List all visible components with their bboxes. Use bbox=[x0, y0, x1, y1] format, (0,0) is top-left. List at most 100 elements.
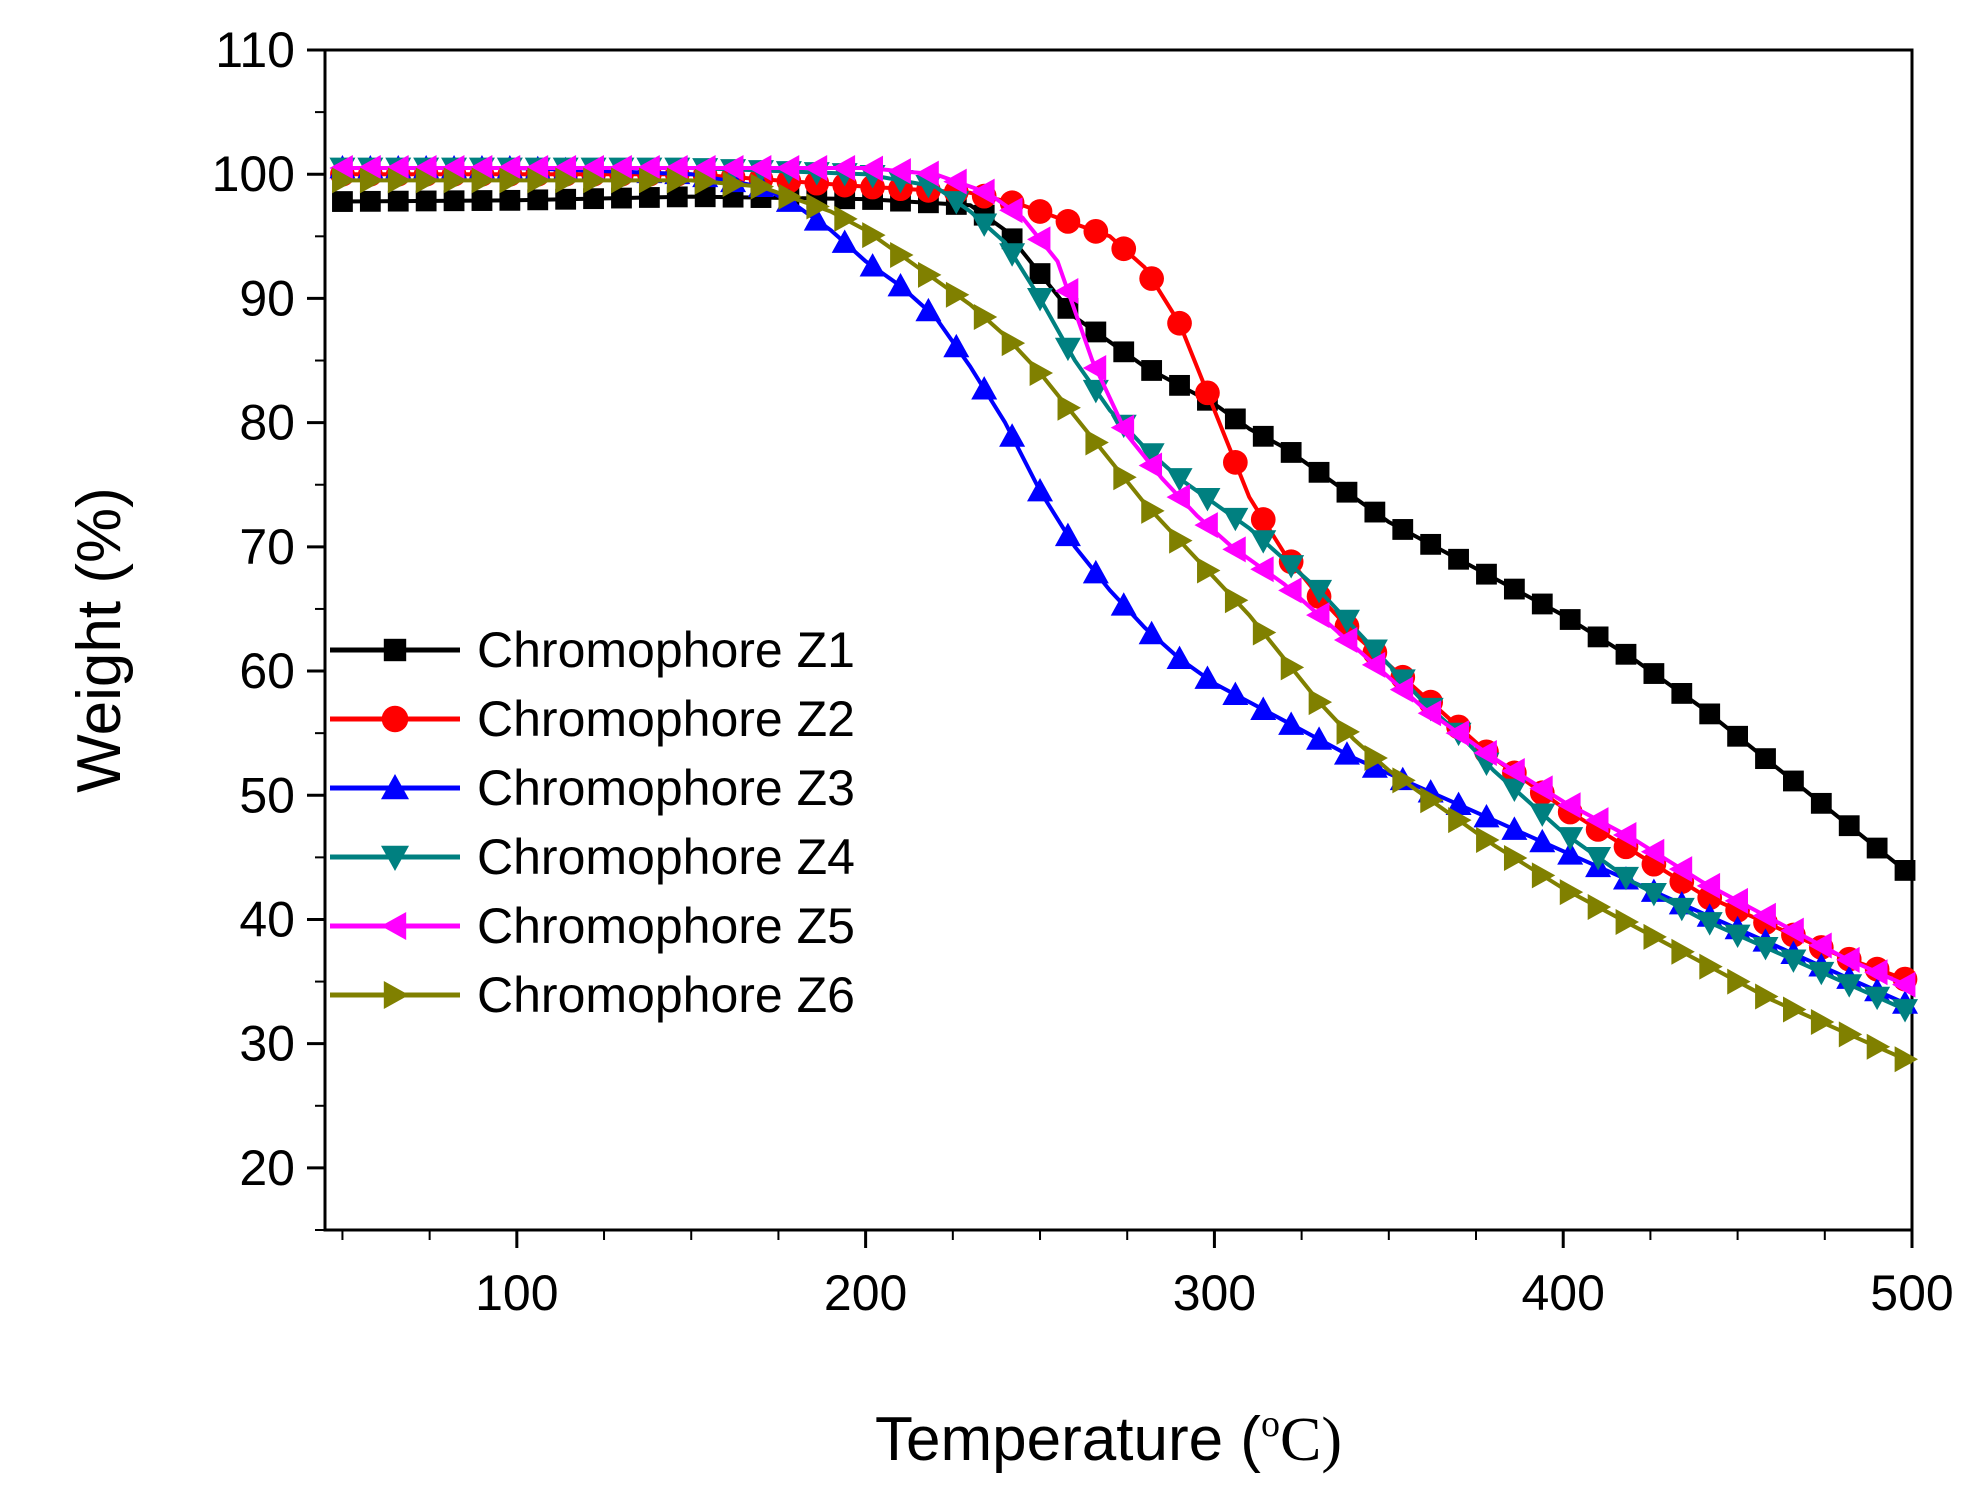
data-point bbox=[468, 155, 493, 181]
data-point bbox=[1336, 481, 1358, 503]
data-point bbox=[1194, 512, 1218, 539]
data-point bbox=[1278, 577, 1302, 604]
x-axis-title-text: Temperature ( bbox=[875, 1405, 1261, 1474]
data-point bbox=[1724, 924, 1751, 948]
data-point bbox=[471, 190, 493, 211]
data-point bbox=[1361, 651, 1386, 678]
y-tick-label-70: 70 bbox=[239, 519, 295, 575]
data-point bbox=[1473, 740, 1497, 767]
data-point bbox=[1197, 557, 1221, 584]
data-point bbox=[1392, 767, 1416, 794]
legend-marker bbox=[381, 774, 409, 800]
data-point bbox=[611, 187, 632, 209]
data-point bbox=[1280, 442, 1302, 463]
data-point bbox=[1361, 639, 1388, 663]
series-6 bbox=[332, 167, 1919, 1073]
data-point bbox=[555, 188, 577, 210]
y-tick-label-80: 80 bbox=[239, 395, 295, 451]
legend-marker bbox=[381, 912, 407, 940]
y-tick-label-60: 60 bbox=[239, 643, 295, 699]
y-tick-label-40: 40 bbox=[239, 891, 295, 947]
data-point bbox=[413, 155, 437, 181]
data-point bbox=[1727, 968, 1751, 995]
data-point bbox=[1224, 587, 1249, 614]
data-point bbox=[1531, 862, 1556, 889]
data-point bbox=[692, 155, 716, 181]
data-point bbox=[1166, 484, 1190, 511]
data-point bbox=[1780, 949, 1807, 973]
x-tick-label-500: 500 bbox=[1870, 1265, 1953, 1321]
data-point bbox=[1250, 556, 1274, 583]
data-point bbox=[943, 333, 970, 358]
data-point bbox=[1448, 807, 1472, 834]
data-point bbox=[1001, 330, 1026, 357]
data-point bbox=[1587, 626, 1609, 648]
data-point bbox=[1780, 917, 1804, 944]
data-point bbox=[1222, 681, 1249, 706]
data-point bbox=[1361, 754, 1388, 778]
data-point bbox=[1755, 983, 1779, 1010]
legend-item-2: Chromophore Z2 bbox=[330, 691, 855, 747]
legend-marker bbox=[383, 638, 407, 662]
data-point bbox=[1503, 578, 1525, 600]
data-point bbox=[1110, 414, 1135, 441]
data-point bbox=[1138, 620, 1165, 645]
data-point bbox=[1615, 908, 1639, 935]
data-point bbox=[1501, 758, 1525, 785]
legend-label: Chromophore Z2 bbox=[477, 691, 855, 747]
legend-item-1: Chromophore Z1 bbox=[330, 622, 855, 678]
data-point bbox=[887, 158, 911, 185]
data-point bbox=[1169, 374, 1190, 396]
data-point bbox=[1250, 530, 1277, 554]
data-point bbox=[1222, 507, 1249, 532]
data-point bbox=[1473, 804, 1500, 828]
data-point bbox=[1139, 266, 1164, 291]
x-tick-label-200: 200 bbox=[824, 1265, 907, 1321]
data-point bbox=[1668, 897, 1695, 922]
data-point bbox=[1166, 645, 1193, 670]
data-point bbox=[1027, 477, 1054, 502]
data-point bbox=[638, 187, 660, 208]
data-point bbox=[1501, 816, 1528, 840]
data-point bbox=[1333, 627, 1358, 653]
data-point bbox=[611, 167, 635, 194]
data-point bbox=[1892, 971, 1916, 998]
legend-item-3: Chromophore Z3 bbox=[330, 760, 855, 816]
data-point bbox=[1085, 321, 1107, 343]
series-5 bbox=[329, 155, 1916, 998]
data-point bbox=[1503, 844, 1528, 871]
series-layer bbox=[329, 155, 1919, 1073]
data-point bbox=[638, 167, 663, 194]
data-point bbox=[918, 261, 942, 288]
data-point bbox=[666, 167, 691, 194]
data-point bbox=[1389, 669, 1416, 693]
data-point bbox=[580, 155, 604, 181]
data-point bbox=[1810, 1008, 1835, 1035]
data-point bbox=[1308, 689, 1333, 716]
data-point bbox=[1643, 663, 1665, 684]
data-point bbox=[859, 155, 884, 182]
data-point bbox=[1529, 828, 1556, 853]
data-point bbox=[1420, 533, 1442, 555]
data-point bbox=[1027, 226, 1051, 253]
data-point bbox=[971, 178, 995, 205]
data-point bbox=[694, 168, 719, 195]
data-point bbox=[831, 229, 858, 253]
data-point bbox=[1866, 837, 1888, 859]
y-tick-label-20: 20 bbox=[239, 1140, 295, 1196]
data-point bbox=[1501, 778, 1528, 803]
data-point bbox=[1699, 703, 1721, 725]
data-point bbox=[1671, 683, 1693, 704]
data-point bbox=[1445, 720, 1469, 747]
data-point bbox=[1169, 527, 1193, 554]
data-point bbox=[1752, 902, 1776, 929]
data-point bbox=[1222, 536, 1246, 563]
data-point bbox=[1389, 676, 1414, 703]
legend-label: Chromophore Z4 bbox=[477, 829, 855, 885]
data-point bbox=[999, 423, 1026, 447]
data-point bbox=[1111, 236, 1137, 262]
data-point bbox=[527, 167, 551, 194]
data-point bbox=[1110, 592, 1137, 616]
data-point bbox=[496, 155, 521, 181]
